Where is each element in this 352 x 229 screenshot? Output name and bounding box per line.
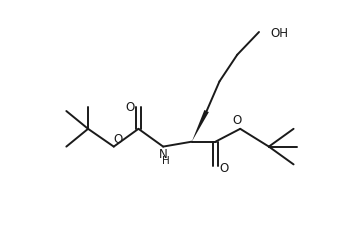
Text: O: O	[220, 161, 229, 174]
Polygon shape	[192, 110, 209, 142]
Text: O: O	[113, 133, 122, 146]
Text: H: H	[162, 156, 170, 166]
Text: O: O	[125, 100, 134, 113]
Text: O: O	[233, 114, 242, 127]
Text: OH: OH	[271, 26, 289, 39]
Text: N: N	[159, 147, 168, 160]
